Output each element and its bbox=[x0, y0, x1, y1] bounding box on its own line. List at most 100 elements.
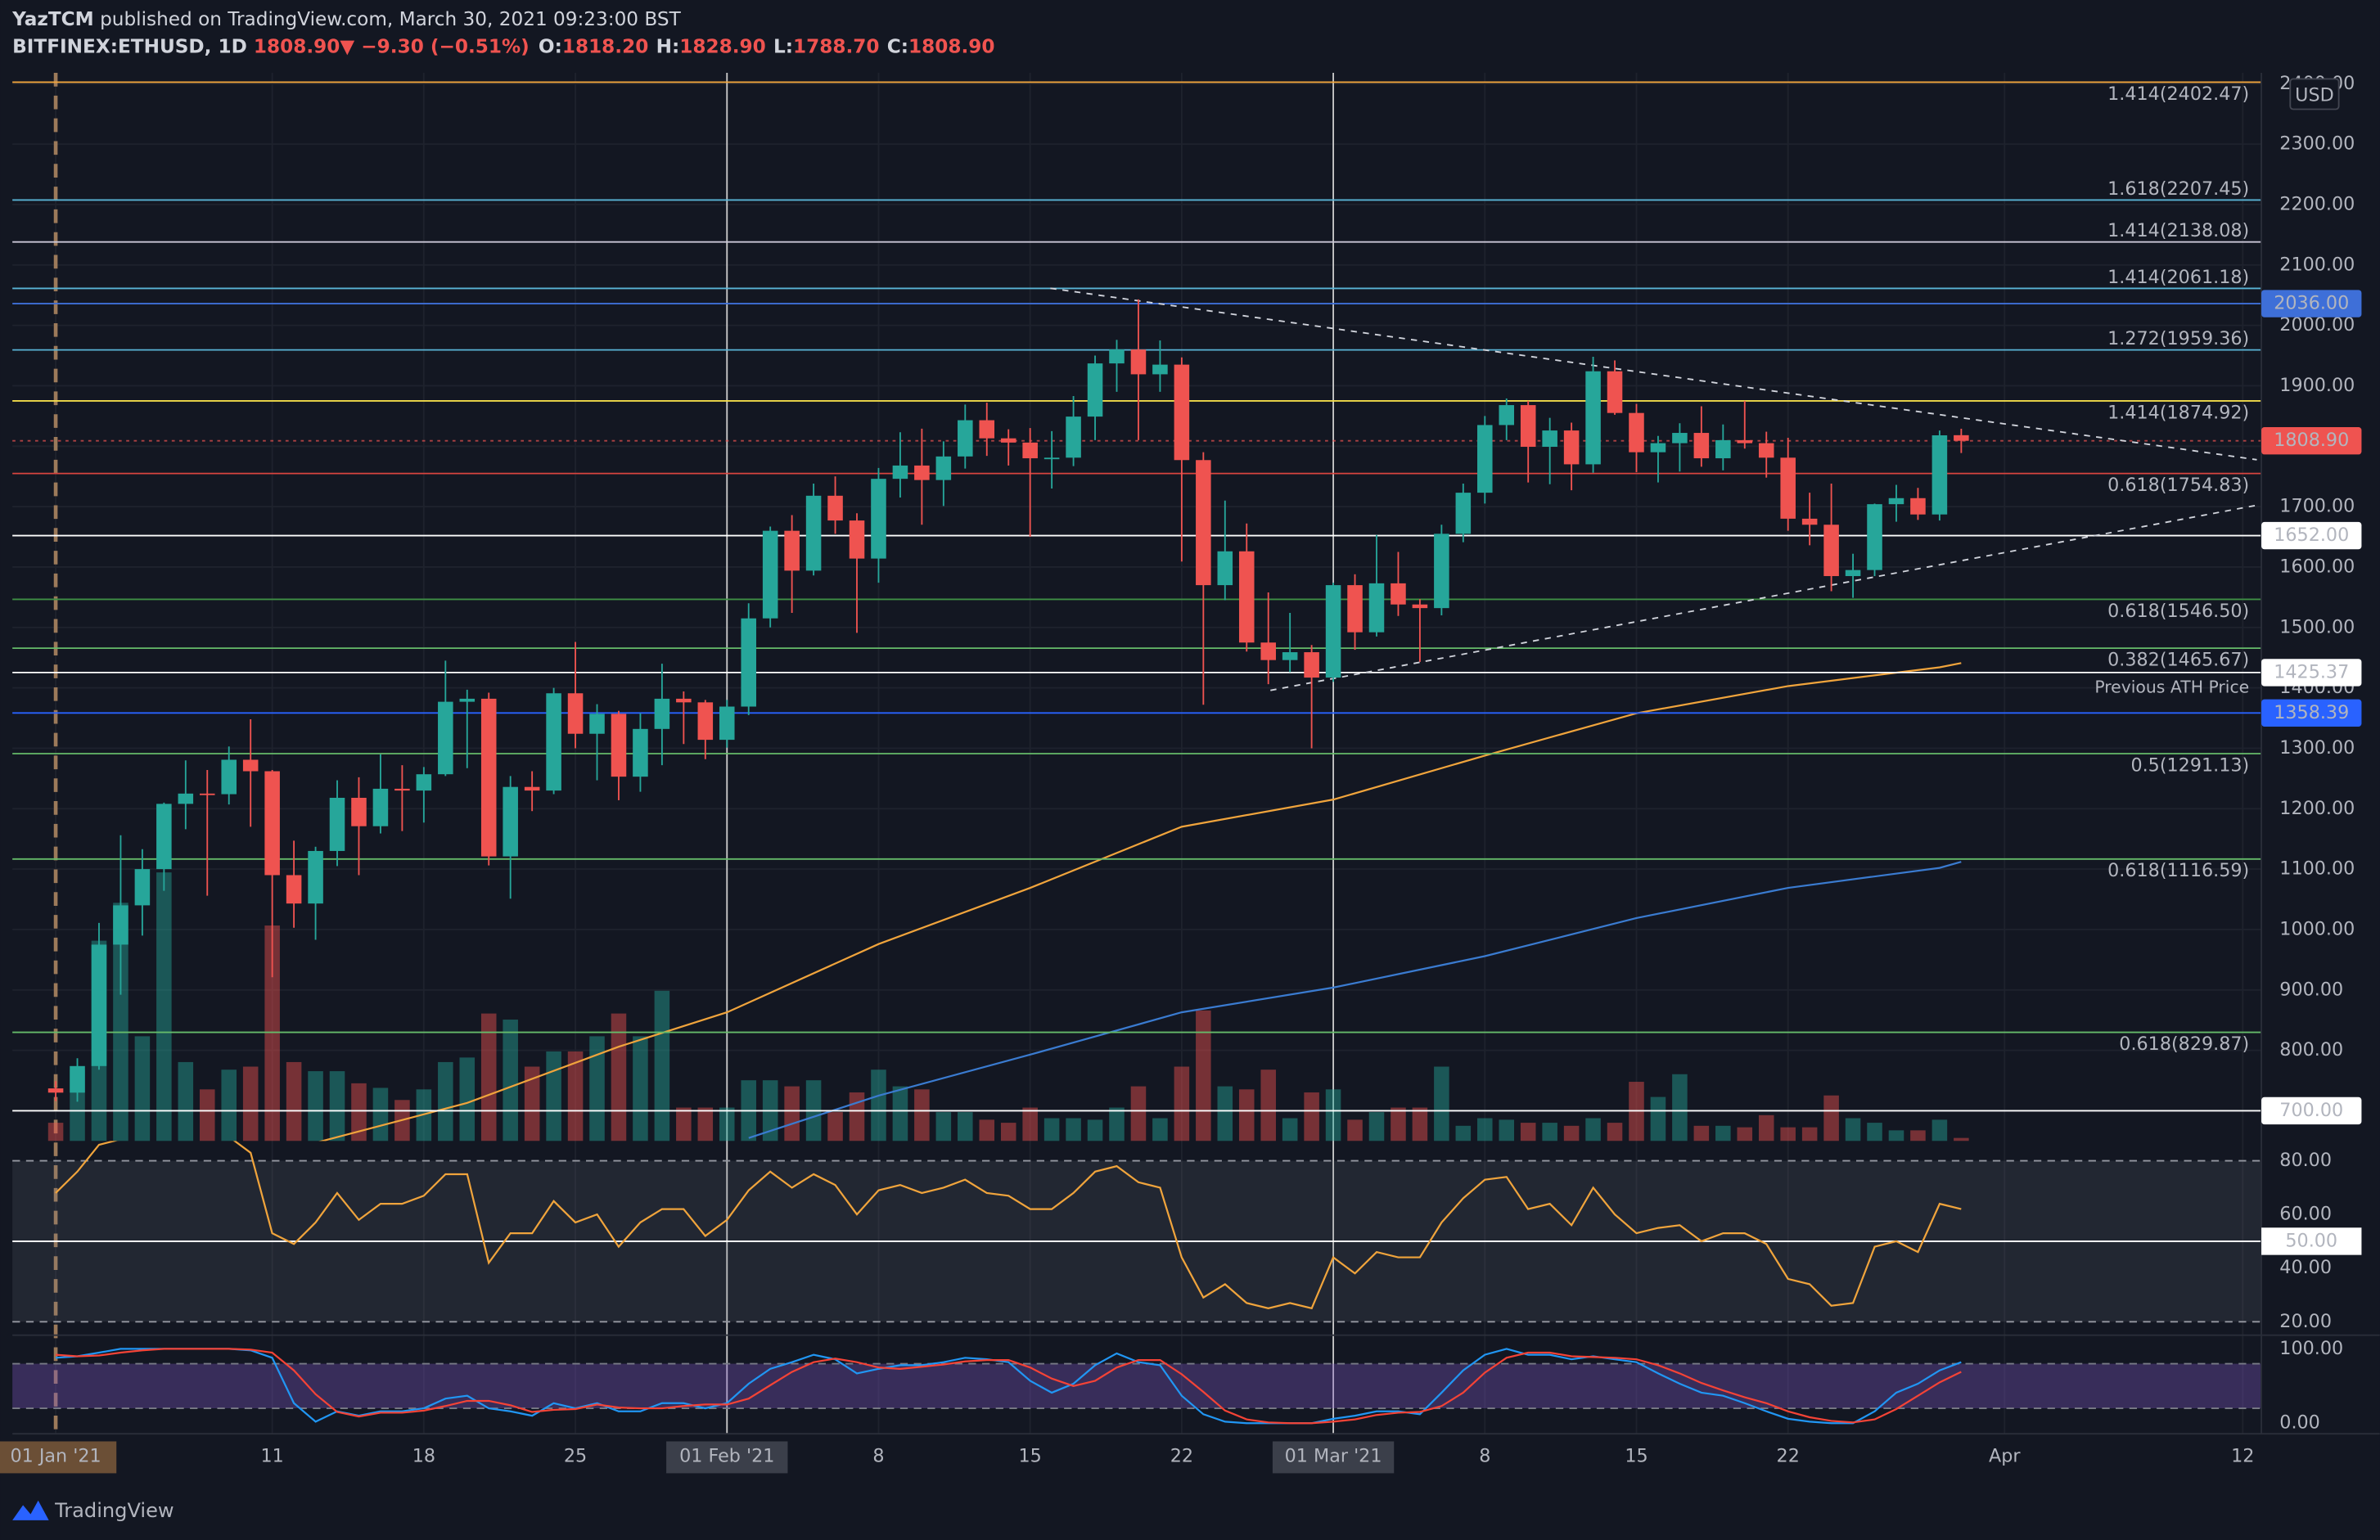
rsi-tick-label: 60.00 bbox=[2279, 1204, 2332, 1225]
candle-body bbox=[1888, 498, 1904, 505]
y-tick-label: 1500.00 bbox=[2279, 616, 2355, 637]
logo: TradingView bbox=[12, 1499, 174, 1522]
volume-bar bbox=[264, 925, 280, 1141]
price-box-label: 1652.00 bbox=[2274, 525, 2349, 546]
candle-body bbox=[1845, 570, 1861, 577]
trend-line bbox=[1050, 287, 2257, 461]
candle-body bbox=[200, 793, 215, 795]
moving-average bbox=[318, 662, 1962, 1141]
x-tick-label: 8 bbox=[1479, 1446, 1490, 1467]
volume-bar bbox=[1196, 1010, 1211, 1141]
candle-body bbox=[827, 495, 843, 521]
moving-averages bbox=[318, 662, 1962, 1141]
candle-body bbox=[1650, 443, 1666, 453]
candle-body bbox=[1672, 433, 1688, 444]
volume-bar bbox=[784, 1086, 800, 1141]
volume-bar bbox=[329, 1071, 345, 1141]
volume-bar bbox=[1585, 1118, 1601, 1141]
price-box-label: 1425.37 bbox=[2274, 661, 2349, 682]
x-tick-label: 11 bbox=[260, 1446, 283, 1467]
volume-bar bbox=[1391, 1107, 1406, 1141]
volume-bar bbox=[914, 1089, 930, 1141]
volume-bar bbox=[979, 1119, 995, 1141]
volume-bar bbox=[286, 1061, 302, 1141]
x-tick-label: 01 Feb '21 bbox=[679, 1446, 774, 1467]
volume-bar bbox=[958, 1112, 973, 1141]
y-tick-label: 1600.00 bbox=[2279, 556, 2355, 577]
ohlc-value: 1818.20 bbox=[562, 35, 648, 57]
level-note: Previous ATH Price bbox=[2094, 677, 2249, 696]
x-tick-label: 15 bbox=[1019, 1446, 1042, 1467]
candle-body bbox=[503, 786, 518, 857]
candle-body bbox=[849, 520, 865, 559]
x-tick-label: 22 bbox=[1170, 1446, 1193, 1467]
candle-body bbox=[1629, 412, 1644, 453]
ohlc-key: H: bbox=[656, 35, 680, 57]
candle-body bbox=[892, 465, 908, 480]
symbol: BITFINEX:ETHUSD, 1D bbox=[12, 35, 247, 57]
stoch-tick-label: 100.00 bbox=[2279, 1338, 2343, 1359]
volume-bar bbox=[1022, 1107, 1038, 1141]
volume-bar bbox=[1867, 1123, 1882, 1141]
candle-body bbox=[958, 420, 973, 457]
volume-bar bbox=[1931, 1119, 1948, 1141]
level-label: 0.5(1291.13) bbox=[2130, 754, 2249, 776]
level-label: 1.414(2402.47) bbox=[2107, 83, 2249, 105]
volume-bar bbox=[480, 1013, 497, 1141]
price-box-label: 1808.90 bbox=[2274, 430, 2349, 451]
candle-body bbox=[1347, 585, 1363, 633]
volume-bar bbox=[1780, 1127, 1796, 1141]
level-label: 0.618(1116.59) bbox=[2107, 860, 2249, 881]
candle-body bbox=[914, 465, 930, 480]
volume-bar bbox=[1715, 1125, 1731, 1141]
candle-body bbox=[1823, 525, 1839, 577]
stoch-tick-label: 0.00 bbox=[2279, 1412, 2320, 1434]
y-tick-label: 800.00 bbox=[2279, 1039, 2343, 1060]
price-box bbox=[2261, 290, 2362, 317]
volume-bar bbox=[1087, 1119, 1103, 1141]
x-tick-label: 25 bbox=[564, 1446, 587, 1467]
date-box bbox=[666, 1441, 788, 1474]
candle-body bbox=[567, 693, 584, 734]
price-box bbox=[2261, 1096, 2362, 1125]
candle-body bbox=[1801, 518, 1818, 525]
candle-body bbox=[1304, 652, 1319, 678]
candle-body bbox=[589, 714, 605, 734]
y-tick-label: 1000.00 bbox=[2279, 918, 2355, 939]
volume-bar bbox=[589, 1036, 605, 1141]
volume-bar bbox=[503, 1020, 518, 1141]
x-tick-label: 01 Mar '21 bbox=[1285, 1446, 1382, 1467]
candle-body bbox=[459, 698, 476, 702]
candle-body bbox=[676, 698, 692, 703]
ohlc-key: C: bbox=[887, 35, 908, 57]
y-tick-label: 1900.00 bbox=[2279, 375, 2355, 396]
date-box bbox=[1272, 1441, 1395, 1474]
currency-box bbox=[2289, 78, 2340, 110]
volume-bar bbox=[1347, 1119, 1363, 1141]
labels: 700.00 800.00 900.00 1000.00 1100.00 1200.00 1… bbox=[0, 73, 2362, 1474]
volume-bar bbox=[546, 1051, 561, 1141]
rsi-tick-label: 20.00 bbox=[2279, 1311, 2332, 1332]
volume-bar bbox=[221, 1069, 237, 1141]
candle-body bbox=[741, 618, 756, 707]
header-line: YazTCM published on TradingView.com, Mar… bbox=[11, 8, 681, 30]
rsi-pane bbox=[55, 1141, 1962, 1310]
volume-bar bbox=[1325, 1089, 1341, 1141]
level-label: 0.618(1754.83) bbox=[2107, 475, 2249, 496]
volume-bar bbox=[351, 1083, 367, 1141]
x-tick-label: 15 bbox=[1625, 1446, 1648, 1467]
stoch-d-line bbox=[55, 1348, 1962, 1425]
level-label: 1.414(2138.08) bbox=[2107, 220, 2249, 241]
candle-body bbox=[286, 875, 302, 904]
x-tick-label: 01 Jan '21 bbox=[10, 1446, 101, 1467]
volume-bar bbox=[372, 1087, 389, 1141]
candle-body bbox=[524, 786, 540, 791]
candle-body bbox=[1217, 551, 1233, 586]
rsi-line bbox=[55, 1141, 1962, 1310]
volume bbox=[47, 872, 1969, 1141]
candle-body bbox=[1910, 498, 1926, 515]
y-tick-label: 1200.00 bbox=[2279, 798, 2355, 819]
y-tick-label: 1100.00 bbox=[2279, 858, 2355, 880]
